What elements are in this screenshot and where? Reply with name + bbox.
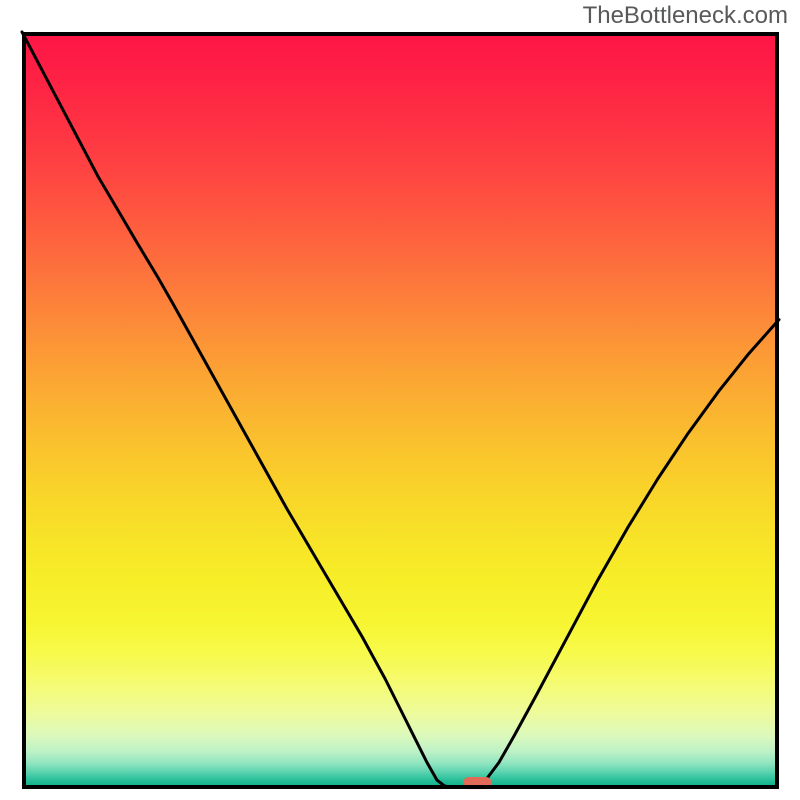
- chart-container: TheBottleneck.com: [0, 0, 800, 800]
- watermark-text: TheBottleneck.com: [583, 2, 788, 30]
- bottleneck-curve-svg: [0, 0, 800, 800]
- selection-marker: [463, 777, 492, 790]
- bottleneck-curve: [22, 32, 779, 787]
- selection-marker-shape: [463, 777, 492, 789]
